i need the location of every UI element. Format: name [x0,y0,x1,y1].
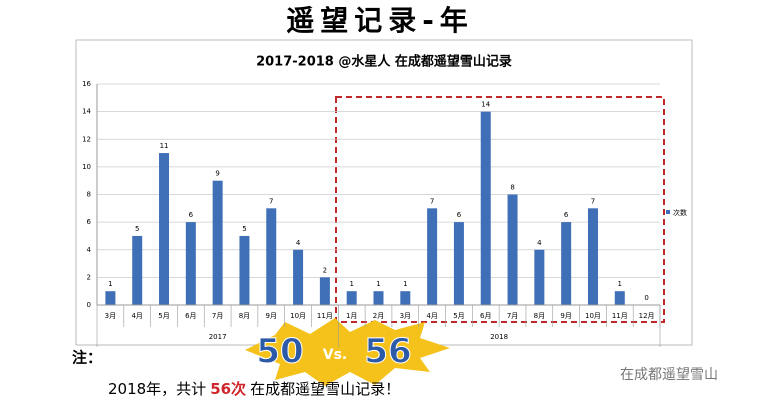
x-tick-label: 4月 [131,312,142,320]
x-tick-label: 4月 [426,312,437,320]
bar [400,291,411,305]
data-label: 9 [215,170,219,178]
x-tick-label: 8月 [534,312,545,320]
bar [453,222,464,305]
bar [159,153,170,305]
y-tick-label: 0 [87,301,91,309]
y-tick-label: 10 [82,163,91,171]
data-label: 6 [457,211,462,219]
y-tick-label: 12 [82,135,91,143]
data-label: 8 [510,184,514,192]
bar [105,291,116,305]
starburst [245,318,450,386]
x-tick-label: 10月 [585,312,601,320]
group-label: 2018 [490,333,508,341]
data-label: 4 [296,239,301,247]
data-label: 0 [644,294,648,302]
x-tick-label: 8月 [239,312,250,320]
data-label: 7 [591,197,595,205]
x-tick-label: 3月 [105,312,116,320]
x-tick-label: 11月 [317,312,333,320]
compare-left: 50 [256,332,303,372]
y-tick-label: 16 [82,80,91,88]
x-tick-label: 7月 [507,312,518,320]
x-tick-label: 7月 [212,312,223,320]
x-tick-label: 11月 [612,312,628,320]
data-label: 7 [269,197,273,205]
bar [373,291,384,305]
bar [346,291,357,305]
x-tick-label: 5月 [453,312,464,320]
bar [212,180,223,305]
data-label: 1 [403,280,407,288]
x-tick-label: 6月 [185,312,196,320]
y-tick-label: 14 [82,108,91,116]
x-tick-label: 1月 [346,312,357,320]
compare-right: 56 [364,332,411,372]
bar [239,235,250,305]
x-tick-label: 5月 [158,312,169,320]
bar [266,208,277,305]
data-label: 11 [160,142,169,150]
group-label: 2017 [209,333,227,341]
data-label: 6 [564,211,569,219]
summary-end: 在成都遥望雪山记录！ [250,380,400,398]
note-label: 注： [72,349,102,367]
legend-swatch [666,210,670,214]
bar [614,291,625,305]
x-tick-label: 10月 [290,312,306,320]
bar [185,222,196,305]
data-label: 5 [242,225,246,233]
bar [132,235,143,305]
y-tick-label: 4 [87,246,92,254]
watermark: 在成都遥望雪山 [620,367,718,383]
data-label: 4 [537,239,542,247]
x-tick-label: 9月 [560,312,571,320]
data-label: 1 [108,280,112,288]
chart-title: 2017-2018 @水星人 在成都遥望雪山记录 [256,54,512,70]
bar [293,249,304,305]
data-label: 1 [376,280,380,288]
data-label: 1 [618,280,622,288]
highlight-box [335,96,665,323]
bar [427,208,438,305]
compare-vs: Vs. [323,347,348,363]
data-label: 2 [323,266,327,274]
y-tick-label: 2 [87,273,91,281]
summary-highlight: 56次 [210,380,246,398]
x-tick-label: 2月 [373,312,384,320]
page-title: 遥望记录-年 [286,4,474,37]
y-tick-label: 6 [87,218,92,226]
bar [507,194,518,305]
data-label: 5 [135,225,139,233]
bar [534,249,545,305]
bar [480,111,491,305]
data-label: 7 [430,197,434,205]
x-tick-label: 3月 [400,312,411,320]
x-tick-label: 9月 [266,312,277,320]
data-label: 1 [349,280,353,288]
legend-label: 次数 [673,208,687,217]
bar [587,208,598,305]
summary-start: 2018年，共计 [108,380,206,398]
bar [561,222,572,305]
data-label: 6 [189,211,194,219]
x-tick-label: 6月 [480,312,491,320]
bar [319,277,330,305]
data-label: 14 [481,101,490,109]
x-tick-label: 12月 [639,312,655,320]
y-tick-label: 8 [87,191,91,199]
summary: 2018年，共计 56次 在成都遥望雪山记录！ [108,380,400,398]
